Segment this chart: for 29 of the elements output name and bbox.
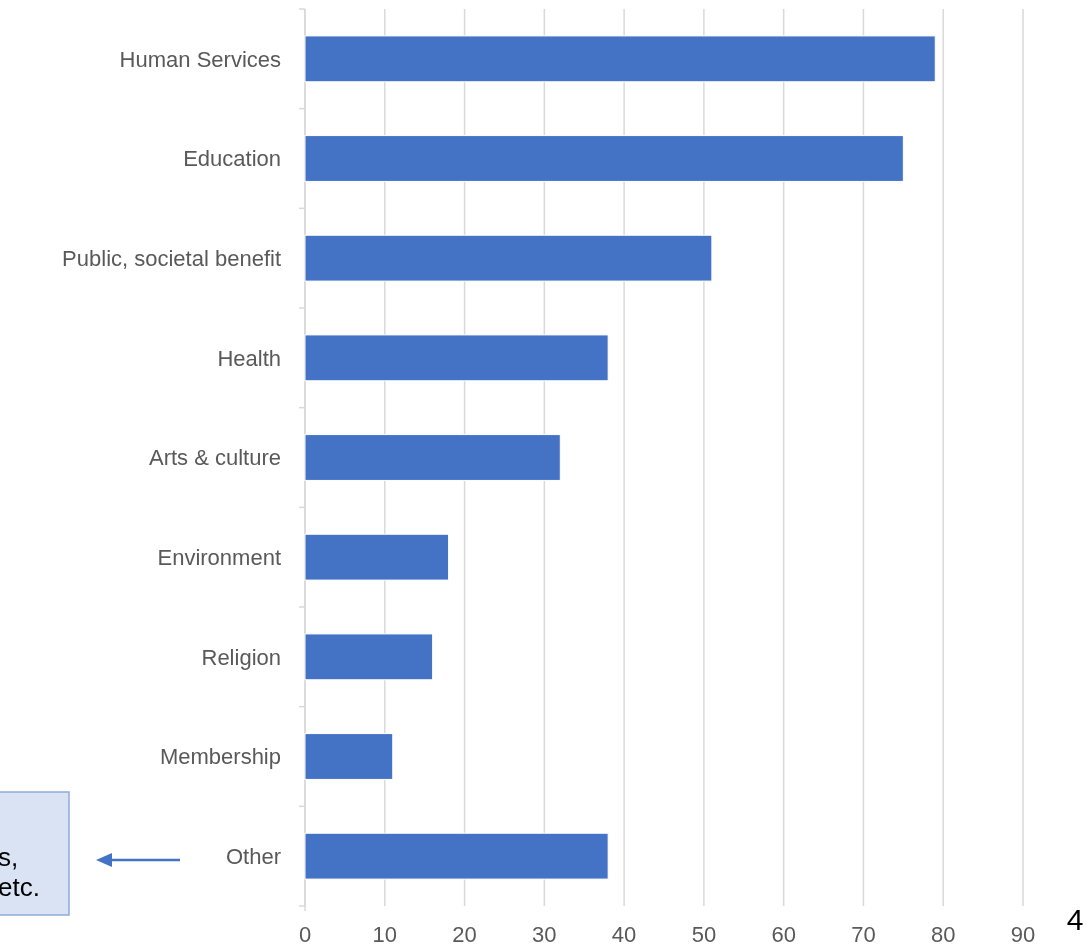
y-tick-label: Education — [183, 146, 281, 172]
bar — [304, 334, 609, 382]
bar — [304, 832, 609, 880]
y-tick-label: Health — [217, 345, 281, 371]
x-tick-label: 90 — [1010, 922, 1036, 947]
text: 4 — [1066, 903, 1084, 936]
y-tick-label: Arts & culture — [148, 445, 281, 471]
x-tick-label: 10 — [372, 922, 398, 947]
bar — [304, 633, 434, 681]
bar — [304, 135, 904, 182]
bar — [304, 533, 450, 581]
y-tick-label: Public, societal benefit — [62, 245, 281, 271]
y-tick-label: Human Services — [119, 46, 281, 72]
x-tick-label: 0 — [298, 922, 312, 947]
bar — [304, 434, 561, 481]
x-tick-label: 20 — [452, 922, 477, 947]
x-tick-label: 70 — [851, 922, 876, 947]
x-tick-label: 40 — [611, 922, 637, 947]
bar — [304, 733, 394, 780]
x-tick-label: 30 — [532, 922, 557, 947]
y-tick-label: Religion — [201, 644, 281, 670]
y-tick-label: Membership — [159, 744, 281, 770]
bar — [304, 35, 936, 83]
x-tick-label: 80 — [930, 922, 956, 947]
y-tick-label: Environment — [157, 544, 281, 570]
y-tick-label: Other — [225, 843, 281, 869]
x-tick-label: 60 — [771, 922, 796, 947]
bar — [304, 234, 713, 282]
x-tick-label: 50 — [691, 922, 717, 947]
